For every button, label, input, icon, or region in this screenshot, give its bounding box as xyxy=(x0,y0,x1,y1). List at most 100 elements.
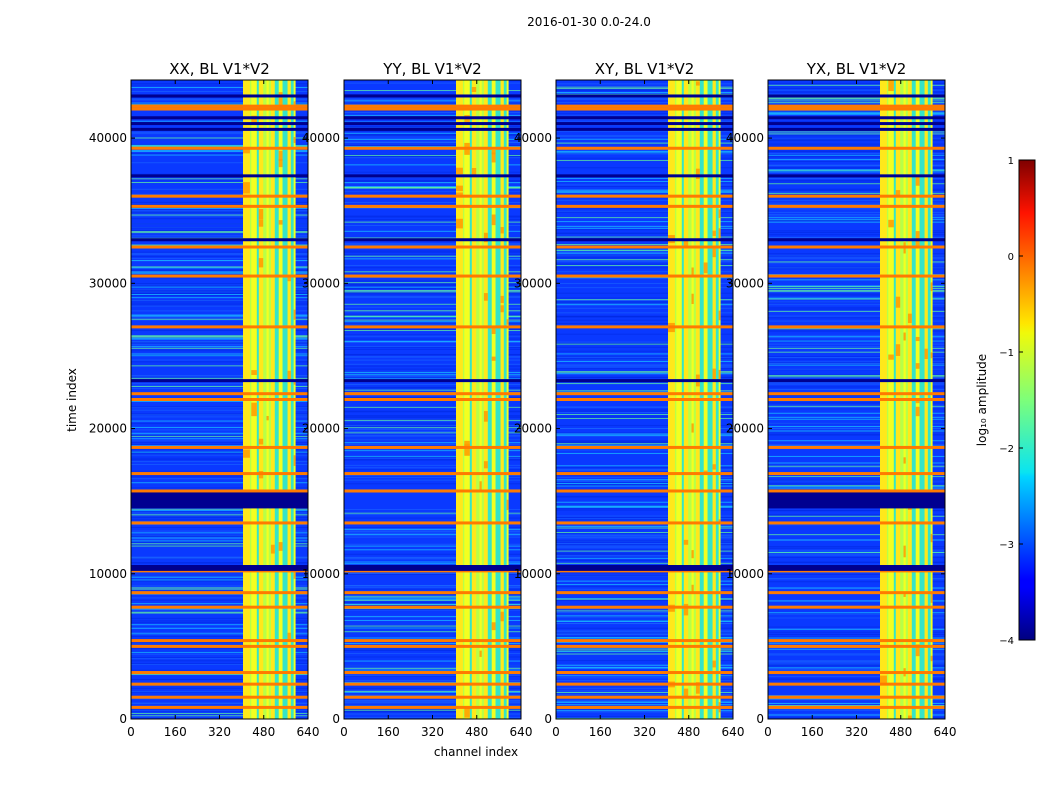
noise-row xyxy=(556,115,733,117)
hot-row xyxy=(556,489,733,493)
x-tick-label: 320 xyxy=(845,725,868,739)
noise-row xyxy=(131,691,308,693)
rfi-row xyxy=(344,631,521,633)
noise-row xyxy=(131,434,308,436)
noise-row xyxy=(344,348,521,350)
noise-row xyxy=(556,142,733,144)
noise-row xyxy=(556,575,733,577)
hot-row xyxy=(768,146,945,150)
panel-2: YY, BL V1*V2 0 160 320 480 640 0 10000 20000 3000… xyxy=(302,60,533,739)
y-axis-label: time index xyxy=(65,368,79,432)
noise-row xyxy=(344,558,521,560)
rfi-row xyxy=(131,627,308,629)
noise-row xyxy=(556,307,733,309)
noise-row xyxy=(344,192,521,194)
noise-row xyxy=(131,678,308,680)
noise-row xyxy=(344,690,521,692)
rfi-row xyxy=(556,532,733,534)
noise-row xyxy=(131,519,308,521)
noise-row xyxy=(131,691,308,693)
noise-row xyxy=(556,98,733,100)
hot-patch xyxy=(895,296,901,308)
rfi-row xyxy=(131,102,308,104)
hot-row xyxy=(344,644,521,648)
noise-row xyxy=(768,713,945,715)
noise-row xyxy=(344,102,521,104)
noise-row xyxy=(131,575,308,577)
noise-row xyxy=(344,594,521,596)
noise-row xyxy=(344,509,521,511)
noise-row xyxy=(131,251,308,253)
rfi-row xyxy=(768,485,945,487)
noise-row xyxy=(344,323,521,325)
noise-row xyxy=(131,204,308,206)
noise-row xyxy=(768,230,945,232)
noise-row xyxy=(768,164,945,166)
noise-row xyxy=(131,342,308,344)
hot-patch xyxy=(278,158,283,168)
hot-patch xyxy=(491,356,496,361)
noise-row xyxy=(768,215,945,217)
rfi-row xyxy=(556,580,733,582)
noise-row xyxy=(768,654,945,656)
noise-row xyxy=(131,441,308,443)
noise-row xyxy=(131,292,308,294)
noise-row xyxy=(556,118,733,120)
noise-row xyxy=(768,433,945,435)
colorbar-label: log₁₀ amplitude xyxy=(975,354,989,446)
rfi-row xyxy=(556,620,733,622)
noise-row xyxy=(556,135,733,137)
rfi-row xyxy=(768,286,945,288)
rfi-row xyxy=(344,642,521,644)
noise-row xyxy=(131,487,308,489)
noise-row xyxy=(131,470,308,472)
noise-row xyxy=(556,89,733,91)
rfi-row xyxy=(556,243,733,245)
noise-row xyxy=(556,368,733,370)
noise-row xyxy=(768,388,945,390)
noise-row xyxy=(344,585,521,587)
dark-row xyxy=(556,116,733,120)
hot-row xyxy=(131,682,308,686)
noise-row xyxy=(556,415,733,417)
x-tick-label: 160 xyxy=(377,725,400,739)
noise-row xyxy=(556,167,733,169)
noise-row xyxy=(131,143,308,145)
noise-row xyxy=(131,341,308,343)
noise-row xyxy=(344,483,521,485)
dark-row xyxy=(556,238,733,242)
noise-row xyxy=(344,713,521,715)
noise-row xyxy=(556,687,733,689)
rfi-row xyxy=(768,487,945,489)
noise-row xyxy=(344,180,521,182)
noise-row xyxy=(768,578,945,580)
noise-row xyxy=(768,643,945,645)
noise-row xyxy=(344,649,521,651)
noise-row xyxy=(556,301,733,303)
noise-row xyxy=(131,208,308,210)
noise-row xyxy=(556,302,733,304)
noise-row xyxy=(131,310,308,312)
noise-row xyxy=(344,141,521,143)
rfi-row xyxy=(768,328,945,330)
noise-row xyxy=(768,427,945,429)
hot-row xyxy=(556,194,733,198)
noise-row xyxy=(131,235,308,237)
noise-row xyxy=(768,98,945,100)
noise-row xyxy=(768,334,945,336)
noise-row xyxy=(556,258,733,260)
noise-row xyxy=(344,557,521,559)
noise-row xyxy=(556,157,733,159)
noise-row xyxy=(768,337,945,339)
noise-row xyxy=(768,581,945,583)
rfi-row xyxy=(131,314,308,316)
noise-row xyxy=(131,524,308,526)
noise-row xyxy=(131,383,308,385)
rfi-row xyxy=(768,534,945,536)
rfi-row xyxy=(556,191,733,193)
noise-row xyxy=(768,668,945,670)
noise-row xyxy=(768,255,945,257)
noise-row xyxy=(131,710,308,712)
hot-row xyxy=(131,472,308,476)
noise-row xyxy=(768,402,945,404)
